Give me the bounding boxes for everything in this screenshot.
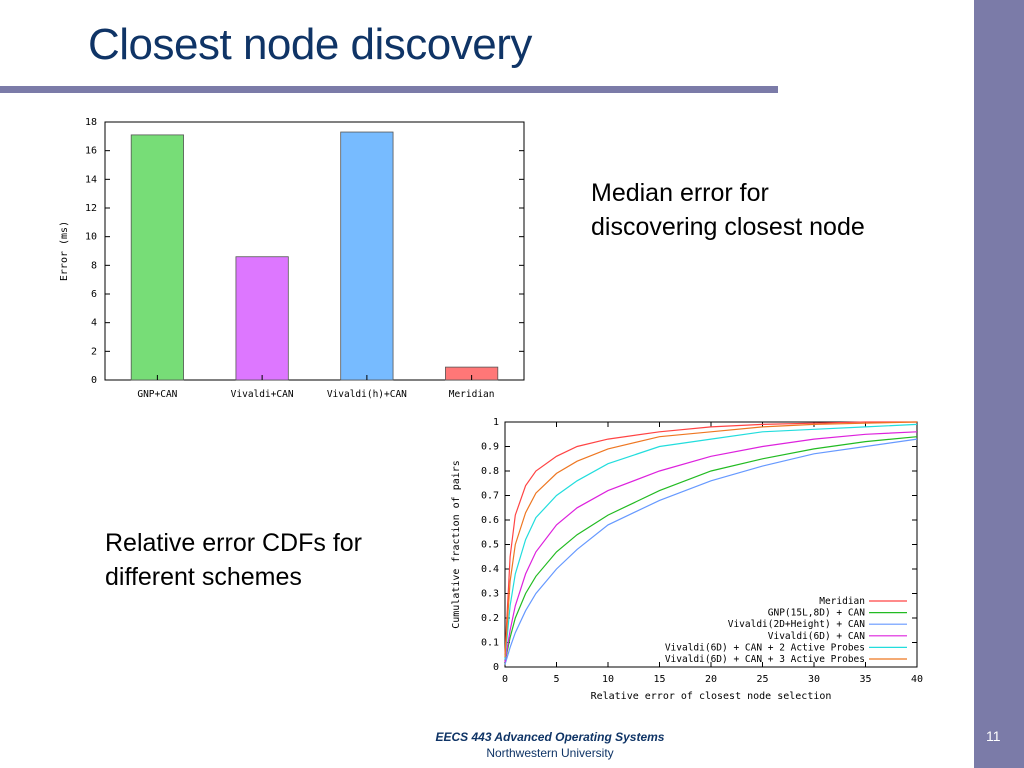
bar-y-tick-label: 16 [85, 146, 97, 157]
cdf-series-line [504, 421, 917, 655]
bar-plot-frame [104, 121, 525, 381]
cdf-y-axis-label: Cumulative fraction of pairs [451, 460, 462, 629]
cdf-chart-svg: 00.10.20.30.40.50.60.70.80.910 5 10 15 20 25 3… [451, 417, 923, 702]
bar-y-tick-label: 2 [91, 346, 97, 357]
slide-side-band [974, 0, 1024, 768]
cdf-y-tick-label: 0.9 [481, 442, 499, 453]
cdf-x-tick-label: 40 [911, 674, 923, 685]
cdf-x-tick-label: 0 [502, 674, 508, 685]
cdf-series-line [504, 431, 918, 663]
cdf-series-line [504, 436, 918, 663]
slide-footer: EECS 443 Advanced Operating Systems Nort… [380, 730, 720, 760]
cdf-y-tick-label: 0.2 [481, 613, 499, 624]
cdf-chart-caption: Relative error CDFs for different scheme… [105, 526, 362, 594]
cdf-y-tick-label: 0.4 [481, 564, 499, 575]
relative-error-cdf-chart: 0 0.1 0.2 0.3 0.4 0.5 0.6 0.7 0.8 0.9 1 0 5 10 15 20 25 3… [447, 408, 940, 708]
bar-category-label: Meridian [449, 389, 495, 400]
bar [235, 256, 289, 381]
cdf-legend-label: Vivaldi(2D+Height) + CAN [728, 619, 866, 630]
bar-caption-line-1: Median error for [591, 179, 769, 207]
cdf-caption-line-1: Relative error CDFs for [105, 529, 362, 557]
bar-chart-caption: Median error for discovering closest nod… [591, 176, 865, 244]
bar-y-tick-label: 14 [85, 174, 97, 185]
cdf-legend-label: GNP(15L,8D) + CAN [768, 608, 866, 619]
bar-y-tick-label: 4 [91, 318, 97, 329]
cdf-x-tick-label: 30 [808, 674, 820, 685]
cdf-legend-label: Vivaldi(6D) + CAN + 2 Active Probes [665, 642, 865, 653]
bar-y-tick-label: 12 [85, 203, 97, 214]
cdf-legend-label: Meridian [819, 596, 865, 607]
bar-category-label: GNP+CAN [137, 389, 177, 400]
bar-y-tick-label: 0 [91, 375, 97, 386]
cdf-series-line [504, 423, 918, 660]
cdf-y-tick-label: 0.6 [481, 515, 499, 526]
footer-institution: Northwestern University [486, 746, 614, 760]
bar-y-axis-label: Error (ms) [59, 221, 70, 281]
cdf-y-tick-label: 0.7 [481, 491, 499, 502]
cdf-x-tick-label: 15 [653, 674, 665, 685]
cdf-y-tick-label: 1 [493, 417, 499, 428]
cdf-y-tick-label: 0 [493, 662, 499, 673]
cdf-caption-line-2: different schemes [105, 563, 302, 591]
bar-caption-line-2: discovering closest node [591, 213, 865, 241]
cdf-x-tick-label: 25 [756, 674, 768, 685]
bar-chart-svg: 0 2 4 6 8 10 12 14 16 18 GNP+CAN Vivaldi+CAN Vivaldi… [59, 117, 525, 400]
bar-y-tick-label: 8 [91, 260, 97, 271]
cdf-legend-label: Vivaldi(6D) + CAN + 3 Active Probes [665, 654, 865, 665]
cdf-legend-label: Vivaldi(6D) + CAN [768, 631, 866, 642]
cdf-series-line [504, 421, 918, 658]
cdf-x-tick-label: 35 [859, 674, 871, 685]
bar-y-tick-label: 18 [85, 117, 97, 128]
cdf-y-tick-label: 0.3 [481, 589, 499, 600]
bar-category-label: Vivaldi(h)+CAN [327, 389, 407, 400]
cdf-x-tick-label: 5 [553, 674, 559, 685]
cdf-y-tick-label: 0.1 [481, 638, 499, 649]
cdf-x-axis-label: Relative error of closest node selection [591, 691, 832, 702]
bar-y-tick-label: 6 [91, 289, 97, 300]
cdf-y-tick-label: 0.5 [481, 540, 499, 551]
bar [130, 134, 184, 381]
median-error-bar-chart: 0 2 4 6 8 10 12 14 16 18 GNP+CAN Vivaldi+CAN Vivaldi… [52, 110, 530, 406]
cdf-series-line [504, 438, 918, 665]
cdf-x-tick-label: 10 [602, 674, 614, 685]
bar-category-label: Vivaldi+CAN [231, 389, 294, 400]
cdf-x-tick-label: 20 [705, 674, 717, 685]
cdf-y-tick-label: 0.8 [481, 466, 499, 477]
slide-title: Closest node discovery [88, 20, 532, 69]
title-divider [0, 86, 778, 93]
footer-course-name: EECS 443 Advanced Operating Systems [435, 730, 665, 744]
bar-y-tick-label: 10 [85, 232, 97, 243]
bar [340, 131, 394, 381]
page-number: 11 [986, 728, 1001, 744]
